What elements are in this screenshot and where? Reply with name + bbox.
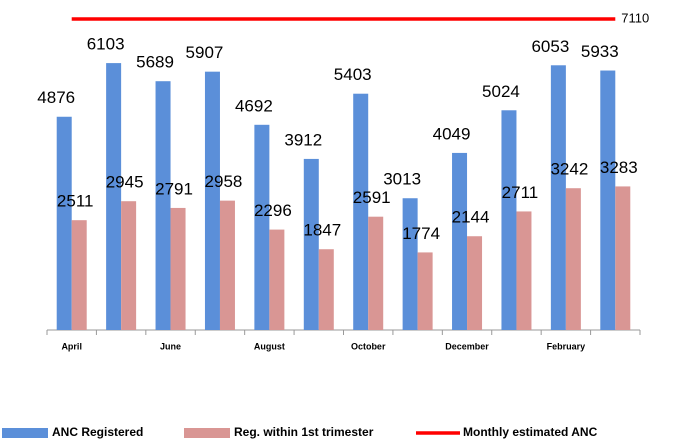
x-tick-label: April — [61, 341, 82, 351]
data-label: 2791 — [155, 179, 193, 198]
bar — [254, 124, 270, 331]
data-label: 5933 — [581, 42, 619, 61]
data-label: 2296 — [254, 201, 292, 220]
x-tick-label: December — [445, 341, 489, 351]
x-tick-label: February — [547, 341, 586, 351]
bar — [155, 81, 171, 330]
data-label: 2711 — [502, 183, 539, 202]
bar — [550, 65, 566, 330]
bar — [467, 236, 483, 330]
bar — [170, 207, 186, 330]
data-label: 4876 — [37, 88, 75, 107]
data-label: 7110 — [621, 10, 649, 25]
bar — [452, 152, 468, 330]
bar — [402, 198, 418, 330]
data-label: 3013 — [383, 170, 421, 189]
bar — [417, 252, 433, 330]
data-label: 6053 — [531, 37, 569, 56]
data-label: 2591 — [353, 188, 391, 207]
bar — [56, 116, 72, 331]
bar — [121, 201, 137, 330]
bar — [600, 70, 616, 330]
data-label: 1847 — [303, 221, 341, 240]
data-label: 3283 — [600, 158, 638, 177]
legend-swatch — [2, 428, 48, 438]
x-tick-label: June — [160, 341, 181, 351]
data-label: 2144 — [452, 208, 490, 227]
legend-label: Monthly estimated ANC — [463, 425, 598, 439]
data-label: 4692 — [235, 96, 273, 115]
data-label: 2511 — [57, 192, 94, 211]
bar — [368, 216, 384, 330]
data-label: 3242 — [550, 160, 588, 179]
data-label: 6103 — [87, 35, 125, 54]
x-tick-label: October — [351, 341, 386, 351]
bar — [106, 63, 122, 331]
data-label: 5024 — [482, 82, 520, 101]
bar — [219, 200, 235, 330]
legend-label: ANC Registered — [52, 425, 143, 439]
data-label: 1774 — [402, 224, 440, 243]
data-label: 3912 — [284, 130, 322, 149]
data-label: 5907 — [186, 43, 224, 62]
data-label: 5403 — [334, 65, 372, 84]
bar — [71, 220, 87, 330]
bar — [516, 211, 532, 330]
data-label: 2958 — [205, 172, 243, 191]
data-label: 2945 — [106, 173, 144, 192]
bar — [269, 229, 285, 330]
bar — [615, 186, 631, 330]
bar — [565, 188, 581, 330]
bar — [501, 110, 517, 331]
legend-swatch — [184, 428, 230, 438]
bar — [303, 158, 319, 330]
legend-label: Reg. within 1st trimester — [234, 425, 374, 439]
bar — [318, 249, 334, 330]
x-tick-label: August — [254, 341, 285, 351]
data-label: 4049 — [433, 124, 471, 143]
bar — [204, 71, 220, 330]
bar — [353, 93, 369, 330]
data-label: 5689 — [136, 53, 174, 72]
